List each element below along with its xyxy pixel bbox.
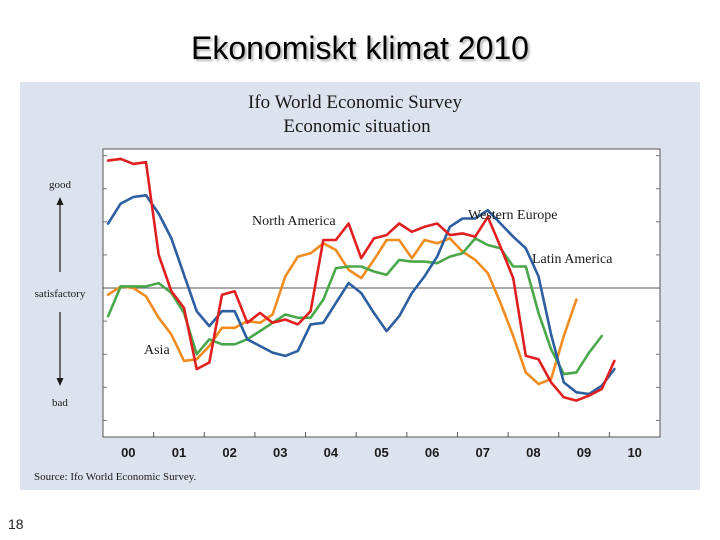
legend-label-north-america: North America xyxy=(252,214,336,229)
series-lines xyxy=(106,157,616,402)
series-line-asia xyxy=(106,237,578,386)
x-tick-label: 00 xyxy=(121,445,135,460)
arrow-up-icon xyxy=(56,197,64,205)
slide-title: Ekonomiskt klimat 2010 xyxy=(191,30,529,66)
x-tick-label: 06 xyxy=(425,445,439,460)
x-tick-label: 08 xyxy=(526,445,540,460)
legend-label-asia: Asia xyxy=(144,343,170,358)
chart-subtitle: Economic situation xyxy=(283,116,431,137)
chart-title: Ifo World Economic Survey xyxy=(248,92,462,113)
y-label-good: good xyxy=(49,179,72,191)
y-label-satisfactory: satisfactory xyxy=(35,288,86,300)
series-line-north-america xyxy=(106,194,616,396)
legend-label-western-europe: Western Europe xyxy=(468,208,557,223)
y-label-bad: bad xyxy=(52,397,68,409)
economic-situation-chart: Ifo World Economic Survey Economic situa… xyxy=(34,92,661,483)
page-number: 18 xyxy=(8,516,24,532)
x-tick-label: 01 xyxy=(172,445,186,460)
arrow-down-icon xyxy=(56,378,64,386)
series-line-western-europe xyxy=(106,157,616,402)
figure-panel: Ifo World Economic Survey Economic situa… xyxy=(20,82,700,490)
x-tick-label: 10 xyxy=(627,445,641,460)
x-tick-label: 02 xyxy=(222,445,236,460)
x-tick-labels: 00 01 02 03 04 05 06 07 08 09 10 xyxy=(121,445,642,460)
x-tick-label: 05 xyxy=(374,445,388,460)
axis-ticks xyxy=(103,155,660,437)
x-tick-label: 04 xyxy=(324,445,339,460)
x-tick-label: 09 xyxy=(577,445,591,460)
plot-area xyxy=(102,148,661,438)
chart-source: Source: Ifo World Economic Survey. xyxy=(34,471,196,483)
x-tick-label: 03 xyxy=(273,445,287,460)
x-tick-label: 07 xyxy=(476,445,490,460)
legend-label-latin-america: Latin America xyxy=(532,252,613,267)
